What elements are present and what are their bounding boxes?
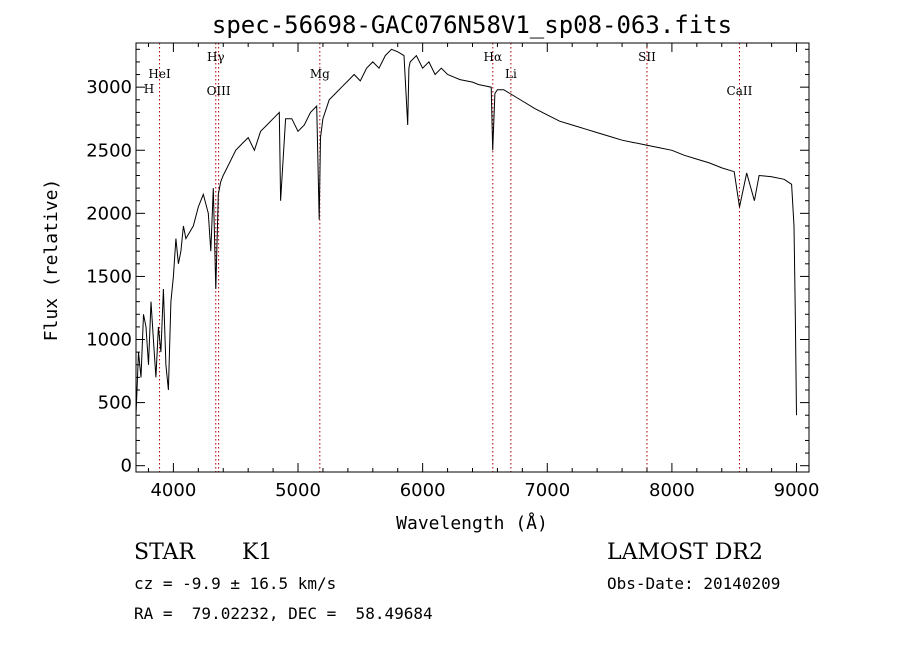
line-label-0: HeI	[148, 67, 171, 81]
line-label-6: SII	[638, 50, 656, 64]
series-line	[135, 48, 797, 416]
survey-label: LAMOST DR2	[607, 540, 763, 565]
line-label-2: OIII	[207, 84, 231, 98]
redshift-readout: cz = -9.9 ± 16.5 km/s	[134, 574, 337, 593]
line-label-7: CaII	[727, 84, 753, 98]
overlap-line-label: H	[144, 82, 154, 96]
x-tick-label-2: 6000	[400, 480, 446, 501]
object-subclass: K1	[242, 540, 273, 565]
y-tick-label-6: 3000	[86, 77, 132, 98]
x-tick-label-4: 8000	[649, 480, 695, 501]
y-tick-label-4: 2000	[86, 203, 132, 224]
line-label-3: Mg	[310, 67, 330, 81]
y-tick-label-1: 500	[98, 393, 132, 414]
obs-date: Obs-Date: 20140209	[607, 574, 781, 593]
x-tick-label-3: 7000	[524, 480, 570, 501]
line-label-5: Li	[505, 67, 517, 81]
coordinates: RA = 79.02232, DEC = 58.49684	[134, 604, 433, 623]
plot-frame	[135, 42, 810, 473]
x-tick-label-0: 4000	[150, 480, 196, 501]
y-axis-label: Flux (relative)	[41, 179, 62, 342]
object-class: STAR	[134, 540, 195, 565]
axis-ticks: 4000 5000 6000 7000 8000 9000 0 500 1000 1500 2000…	[86, 43, 819, 501]
line-label-1: Hγ	[207, 50, 225, 64]
y-tick-label-2: 1000	[86, 330, 132, 351]
line-label-4: Hα	[484, 50, 503, 64]
chart-title: spec-56698-GAC076N58V1_sp08-063.fits	[212, 11, 732, 39]
y-tick-label-3: 1500	[86, 266, 132, 287]
x-axis-label: Wavelength (Å)	[396, 512, 548, 534]
x-tick-label-1: 5000	[275, 480, 321, 501]
x-tick-label-5: 9000	[774, 480, 820, 501]
y-tick-label-5: 2500	[86, 140, 132, 161]
y-tick-label-0: 0	[121, 456, 132, 477]
